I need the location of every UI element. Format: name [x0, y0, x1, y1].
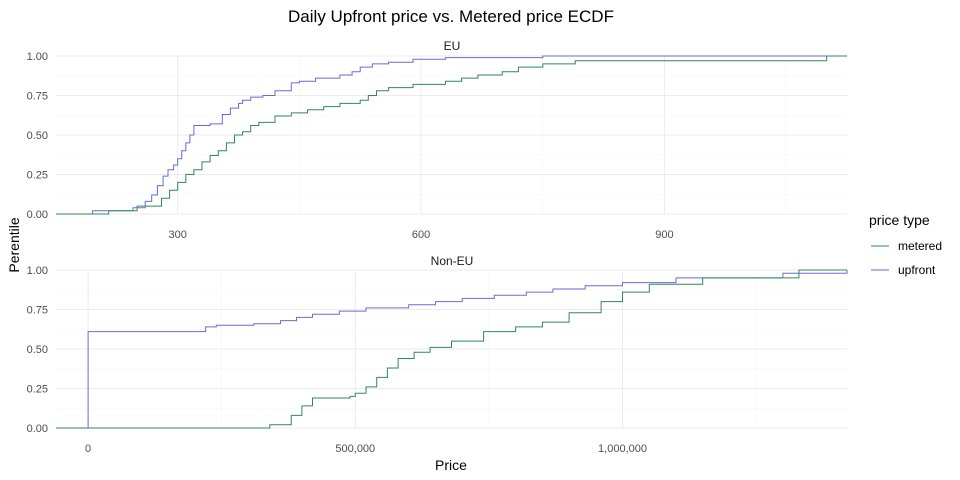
- panel-eu-strip: EU: [444, 39, 461, 53]
- legend-label-metered: metered: [898, 239, 942, 253]
- panel-eu-grid: [56, 55, 847, 215]
- chart-title: Daily Upfront price vs. Metered price EC…: [288, 7, 614, 26]
- y-tick-label: 0.25: [27, 170, 48, 182]
- panel-noneu-grid: [56, 269, 847, 429]
- x-tick-label: 900: [655, 229, 673, 241]
- series-upfront: [56, 55, 847, 215]
- y-tick-label: 0.50: [27, 130, 48, 142]
- x-tick-label: 600: [412, 229, 430, 241]
- y-tick-label: 0.25: [27, 384, 48, 396]
- x-tick-label: 300: [169, 229, 187, 241]
- panel-noneu-y-ticks: 0.00 0.25 0.50 0.75 1.00: [27, 265, 48, 435]
- series-upfront: [56, 270, 848, 429]
- y-tick-label: 0.00: [27, 423, 48, 435]
- y-tick-label: 0.00: [27, 209, 48, 221]
- y-tick-label: 1.00: [27, 51, 48, 63]
- y-axis-title: Perentile: [6, 217, 22, 272]
- series-metered: [56, 55, 847, 215]
- legend-label-upfront: upfront: [898, 263, 936, 277]
- x-axis-title: Price: [435, 457, 467, 473]
- y-tick-label: 0.50: [27, 344, 48, 356]
- series-metered: [56, 269, 847, 429]
- y-tick-label: 0.75: [27, 91, 48, 103]
- panel-noneu-x-ticks: 0 500,000 1,000,000: [85, 443, 647, 455]
- legend-title: price type: [869, 212, 930, 228]
- x-tick-label: 0: [85, 443, 91, 455]
- x-tick-label: 1,000,000: [598, 443, 647, 455]
- panel-noneu: Non-EU 0.00 0.25 0.50 0.75 1.00 0 500,000 1,00…: [27, 254, 848, 455]
- panel-noneu-series: [56, 269, 848, 429]
- panel-eu: EU 0.00 0.25 0.50 0.75 1.00 300 600 900: [27, 39, 847, 241]
- legend: price type metered upfront: [869, 212, 942, 277]
- panel-noneu-strip: Non-EU: [431, 254, 474, 268]
- x-tick-label: 500,000: [335, 443, 375, 455]
- y-tick-label: 0.75: [27, 305, 48, 317]
- panel-eu-y-ticks: 0.00 0.25 0.50 0.75 1.00: [27, 51, 48, 221]
- panel-eu-x-ticks: 300 600 900: [169, 229, 674, 241]
- y-tick-label: 1.00: [27, 265, 48, 277]
- panel-eu-series: [56, 55, 847, 215]
